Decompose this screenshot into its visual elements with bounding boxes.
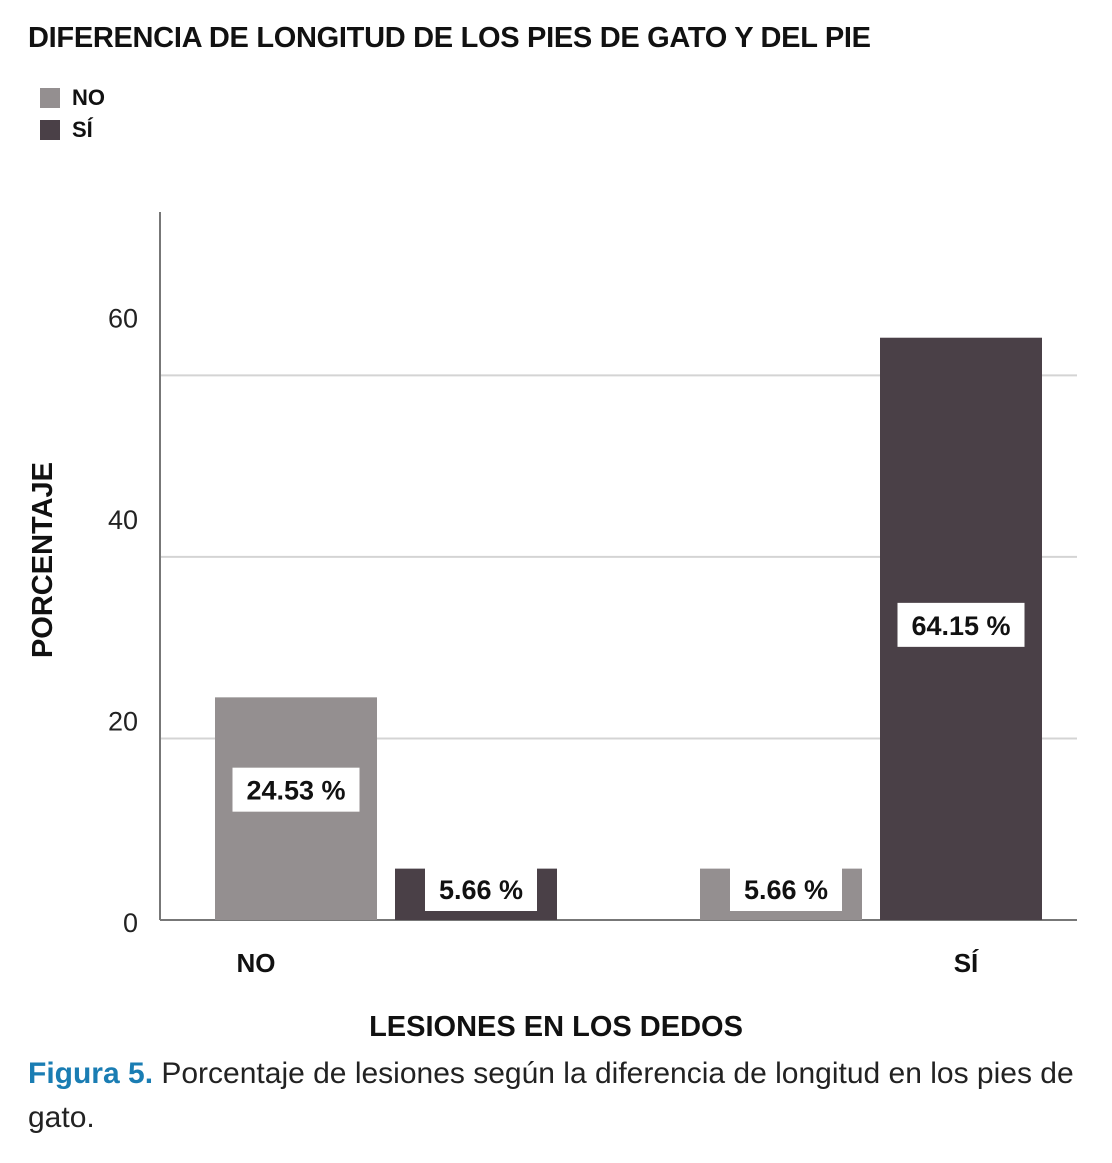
y-axis-label: PORCENTAJE bbox=[27, 462, 59, 658]
bar-chart: 0 20 40 60 24.53 % 5.66 % NO 5.66 % 64.15 % SÍ LES… bbox=[27, 212, 1077, 1043]
data-label-box bbox=[425, 867, 537, 911]
data-label-box bbox=[232, 767, 360, 812]
y-tick-label: 20 bbox=[108, 706, 138, 736]
legend-label-si: SÍ bbox=[72, 117, 93, 142]
legend-swatch-no bbox=[40, 88, 60, 108]
data-label-box bbox=[730, 867, 842, 911]
x-tick-label: SÍ bbox=[954, 948, 979, 978]
caption-label: Figura 5. bbox=[28, 1057, 154, 1090]
figure-caption: Figura 5. Porcentaje de lesiones según l… bbox=[28, 1052, 1088, 1140]
caption-text: Porcentaje de lesiones según la diferenc… bbox=[28, 1057, 1074, 1134]
legend: NO SÍ bbox=[40, 82, 105, 146]
x-tick-label: NO bbox=[237, 948, 276, 978]
legend-item-si: SÍ bbox=[40, 114, 105, 146]
y-tick-label: 0 bbox=[123, 908, 138, 938]
y-tick-label: 40 bbox=[108, 505, 138, 535]
data-label: 5.66 % bbox=[744, 875, 828, 905]
data-label: 5.66 % bbox=[439, 875, 523, 905]
data-label: 64.15 % bbox=[911, 611, 1010, 641]
legend-label-no: NO bbox=[72, 85, 105, 110]
data-label: 24.53 % bbox=[246, 776, 345, 806]
y-tick-label: 60 bbox=[108, 303, 138, 333]
legend-swatch-si bbox=[40, 120, 60, 140]
legend-item-no: NO bbox=[40, 82, 105, 114]
data-label-box bbox=[897, 602, 1025, 647]
x-axis-label: LESIONES EN LOS DEDOS bbox=[369, 1011, 743, 1043]
chart-title: DIFERENCIA DE LONGITUD DE LOS PIES DE GA… bbox=[28, 22, 871, 54]
